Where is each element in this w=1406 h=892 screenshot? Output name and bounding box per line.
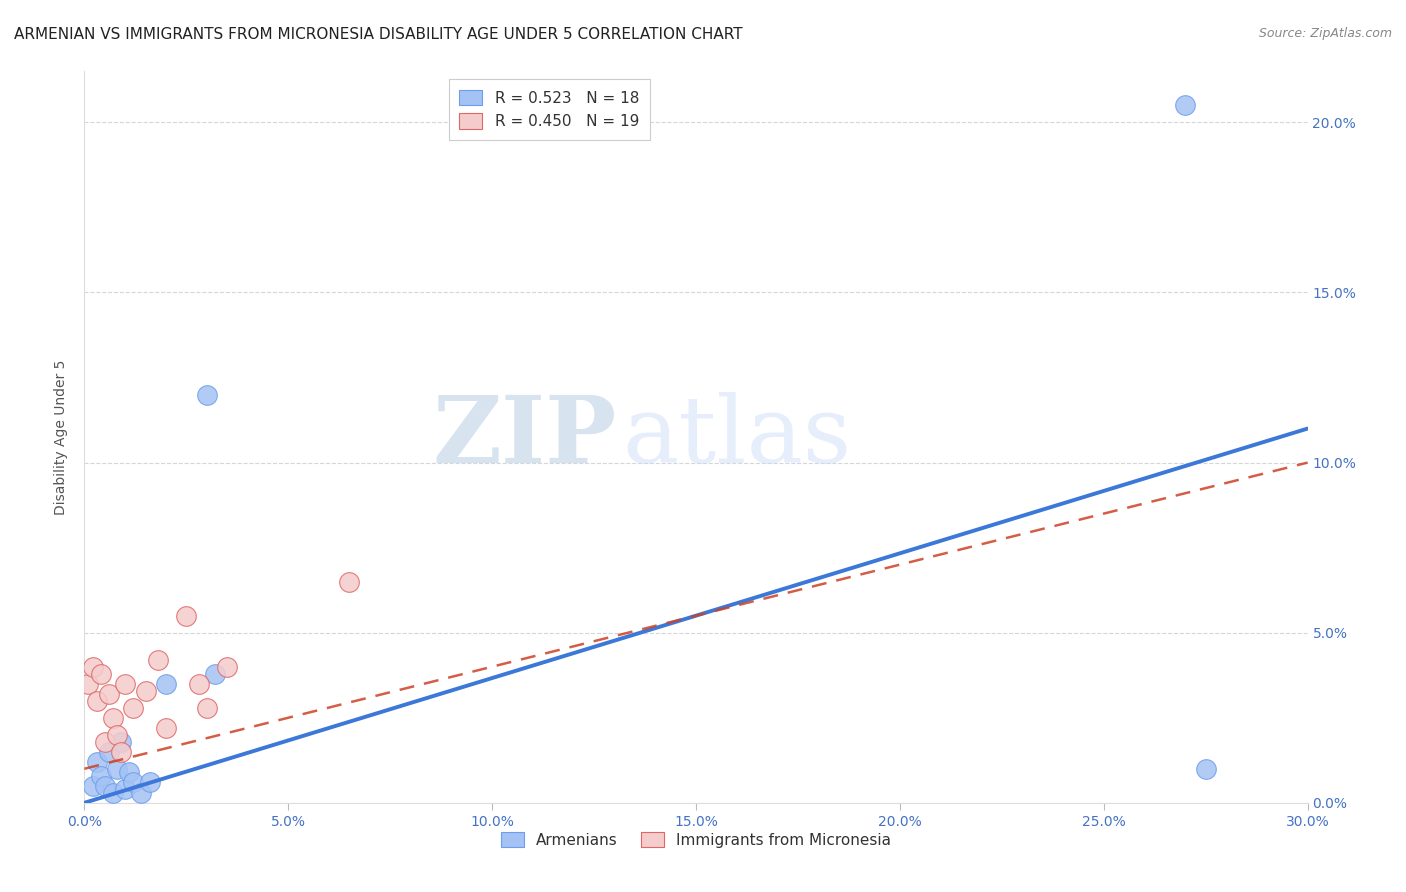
- Point: [105, 728, 128, 742]
- Point: [204, 666, 226, 681]
- Point: [1195, 762, 1218, 776]
- Point: [86, 755, 108, 769]
- Point: [90, 666, 112, 681]
- Point: [122, 700, 145, 714]
- Point: [195, 387, 218, 401]
- Point: [86, 694, 108, 708]
- Point: [101, 786, 124, 800]
- Point: [93, 734, 115, 748]
- Point: [110, 745, 132, 759]
- Point: [155, 677, 177, 691]
- Point: [138, 775, 160, 789]
- Point: [122, 775, 145, 789]
- Point: [135, 683, 157, 698]
- Point: [90, 768, 112, 782]
- Point: [339, 574, 361, 589]
- Legend: Armenians, Immigrants from Micronesia: Armenians, Immigrants from Micronesia: [495, 825, 897, 854]
- Point: [97, 687, 120, 701]
- Point: [1174, 98, 1197, 112]
- Point: [105, 762, 128, 776]
- Point: [82, 779, 104, 793]
- Point: [217, 659, 239, 673]
- Point: [146, 653, 169, 667]
- Text: ZIP: ZIP: [432, 392, 616, 482]
- Point: [110, 734, 132, 748]
- Text: Source: ZipAtlas.com: Source: ZipAtlas.com: [1258, 27, 1392, 40]
- Point: [187, 677, 209, 691]
- Point: [93, 779, 115, 793]
- Point: [118, 765, 141, 780]
- Point: [97, 745, 120, 759]
- Point: [101, 711, 124, 725]
- Point: [131, 786, 153, 800]
- Point: [114, 782, 136, 797]
- Y-axis label: Disability Age Under 5: Disability Age Under 5: [55, 359, 69, 515]
- Point: [77, 677, 100, 691]
- Point: [82, 659, 104, 673]
- Point: [174, 608, 197, 623]
- Text: ARMENIAN VS IMMIGRANTS FROM MICRONESIA DISABILITY AGE UNDER 5 CORRELATION CHART: ARMENIAN VS IMMIGRANTS FROM MICRONESIA D…: [14, 27, 742, 42]
- Text: atlas: atlas: [623, 392, 852, 482]
- Point: [114, 677, 136, 691]
- Point: [195, 700, 218, 714]
- Point: [155, 721, 177, 735]
